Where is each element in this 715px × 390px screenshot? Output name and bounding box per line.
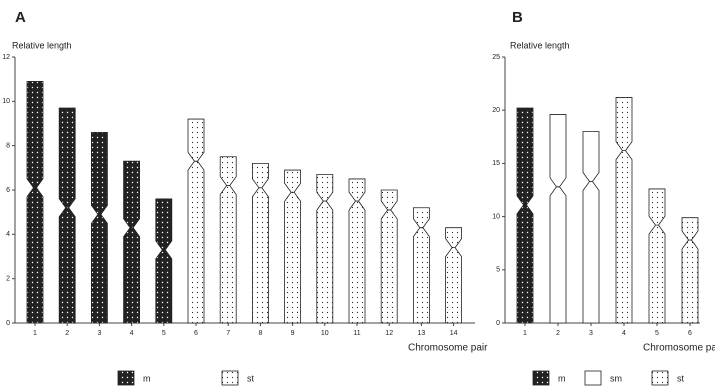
y-tick-label: 5: [496, 267, 500, 274]
short-arm: [516, 107, 534, 206]
x-tick-label: 5: [655, 330, 659, 337]
short-arm: [582, 131, 600, 182]
y-tick-label: 10: [492, 213, 500, 220]
short-arm: [648, 188, 666, 226]
long-arm: [412, 227, 430, 324]
x-tick-label: 11: [353, 330, 360, 337]
x-tick-label: 7: [226, 330, 230, 337]
x-tick-label: 1: [33, 330, 37, 337]
short-arm: [26, 80, 44, 189]
legend-swatch: [117, 370, 135, 386]
legend-label: st: [677, 373, 685, 383]
short-arm: [58, 107, 76, 209]
panel-title: A: [15, 9, 26, 26]
legend-label: sm: [610, 373, 622, 383]
short-arm: [155, 198, 173, 251]
y-tick-label: 15: [492, 160, 500, 167]
short-arm: [412, 207, 430, 229]
long-arm: [615, 150, 633, 324]
long-arm: [445, 247, 463, 324]
y-tick-label: 12: [2, 54, 10, 61]
x-tick-label: 3: [589, 330, 593, 337]
short-arm: [615, 97, 633, 152]
legend-swatch: [584, 370, 602, 386]
y-tick-label: 2: [6, 276, 10, 283]
long-arm: [251, 187, 269, 324]
short-arm: [348, 178, 366, 202]
x-axis-label: Chromosome pair: [408, 343, 488, 354]
y-tick-label: 10: [2, 98, 10, 105]
x-tick-label: 4: [130, 330, 134, 337]
long-arm: [187, 160, 205, 324]
x-tick-label: 2: [556, 330, 560, 337]
long-arm: [219, 185, 237, 324]
long-arm: [348, 200, 366, 324]
x-tick-label: 12: [385, 330, 393, 337]
x-tick-label: 5: [162, 330, 166, 337]
long-arm: [155, 249, 173, 324]
x-tick-label: 9: [291, 330, 295, 337]
long-arm: [26, 187, 44, 324]
x-tick-label: 6: [688, 330, 692, 337]
y-tick-label: 4: [6, 231, 10, 238]
y-tick-label: 25: [492, 54, 500, 61]
short-arm: [316, 174, 334, 202]
short-arm: [284, 169, 302, 193]
y-tick-label: 0: [6, 320, 10, 327]
short-arm: [681, 217, 699, 241]
y-tick-label: 20: [492, 107, 500, 114]
x-tick-label: 4: [622, 330, 626, 337]
legend-label: m: [558, 373, 566, 383]
long-arm: [58, 207, 76, 324]
long-arm: [316, 200, 334, 324]
x-tick-label: 10: [321, 330, 329, 337]
x-tick-label: 8: [258, 330, 262, 337]
y-tick-label: 6: [6, 187, 10, 194]
legend-swatch: [532, 370, 550, 386]
short-arm: [123, 160, 141, 229]
long-arm: [549, 186, 567, 324]
long-arm: [284, 191, 302, 324]
y-tick-label: 8: [6, 143, 10, 150]
short-arm: [219, 156, 237, 186]
long-arm: [582, 181, 600, 324]
short-arm: [251, 162, 269, 189]
long-arm: [516, 204, 534, 324]
y-axis-label: Relative length: [510, 40, 570, 50]
legend-swatch: [221, 370, 239, 386]
legend-swatch: [651, 370, 669, 386]
long-arm: [380, 209, 398, 324]
legend-label: st: [247, 373, 255, 383]
x-axis-label: Chromosome pai: [643, 343, 715, 354]
short-arm: [445, 227, 463, 249]
x-tick-label: 2: [65, 330, 69, 337]
y-axis-label: Relative length: [12, 40, 72, 50]
x-tick-label: 3: [97, 330, 101, 337]
short-arm: [187, 118, 205, 162]
long-arm: [681, 239, 699, 324]
y-tick-label: 0: [496, 320, 500, 327]
short-arm: [91, 131, 108, 215]
x-tick-label: 13: [418, 330, 426, 337]
long-arm: [648, 224, 666, 324]
short-arm: [380, 189, 398, 211]
long-arm: [91, 213, 108, 324]
x-tick-label: 14: [450, 330, 458, 337]
short-arm: [549, 114, 567, 188]
x-tick-label: 1: [523, 330, 527, 337]
legend-label: m: [143, 373, 151, 383]
panel-title: B: [512, 9, 523, 26]
long-arm: [123, 227, 141, 324]
x-tick-label: 6: [194, 330, 198, 337]
